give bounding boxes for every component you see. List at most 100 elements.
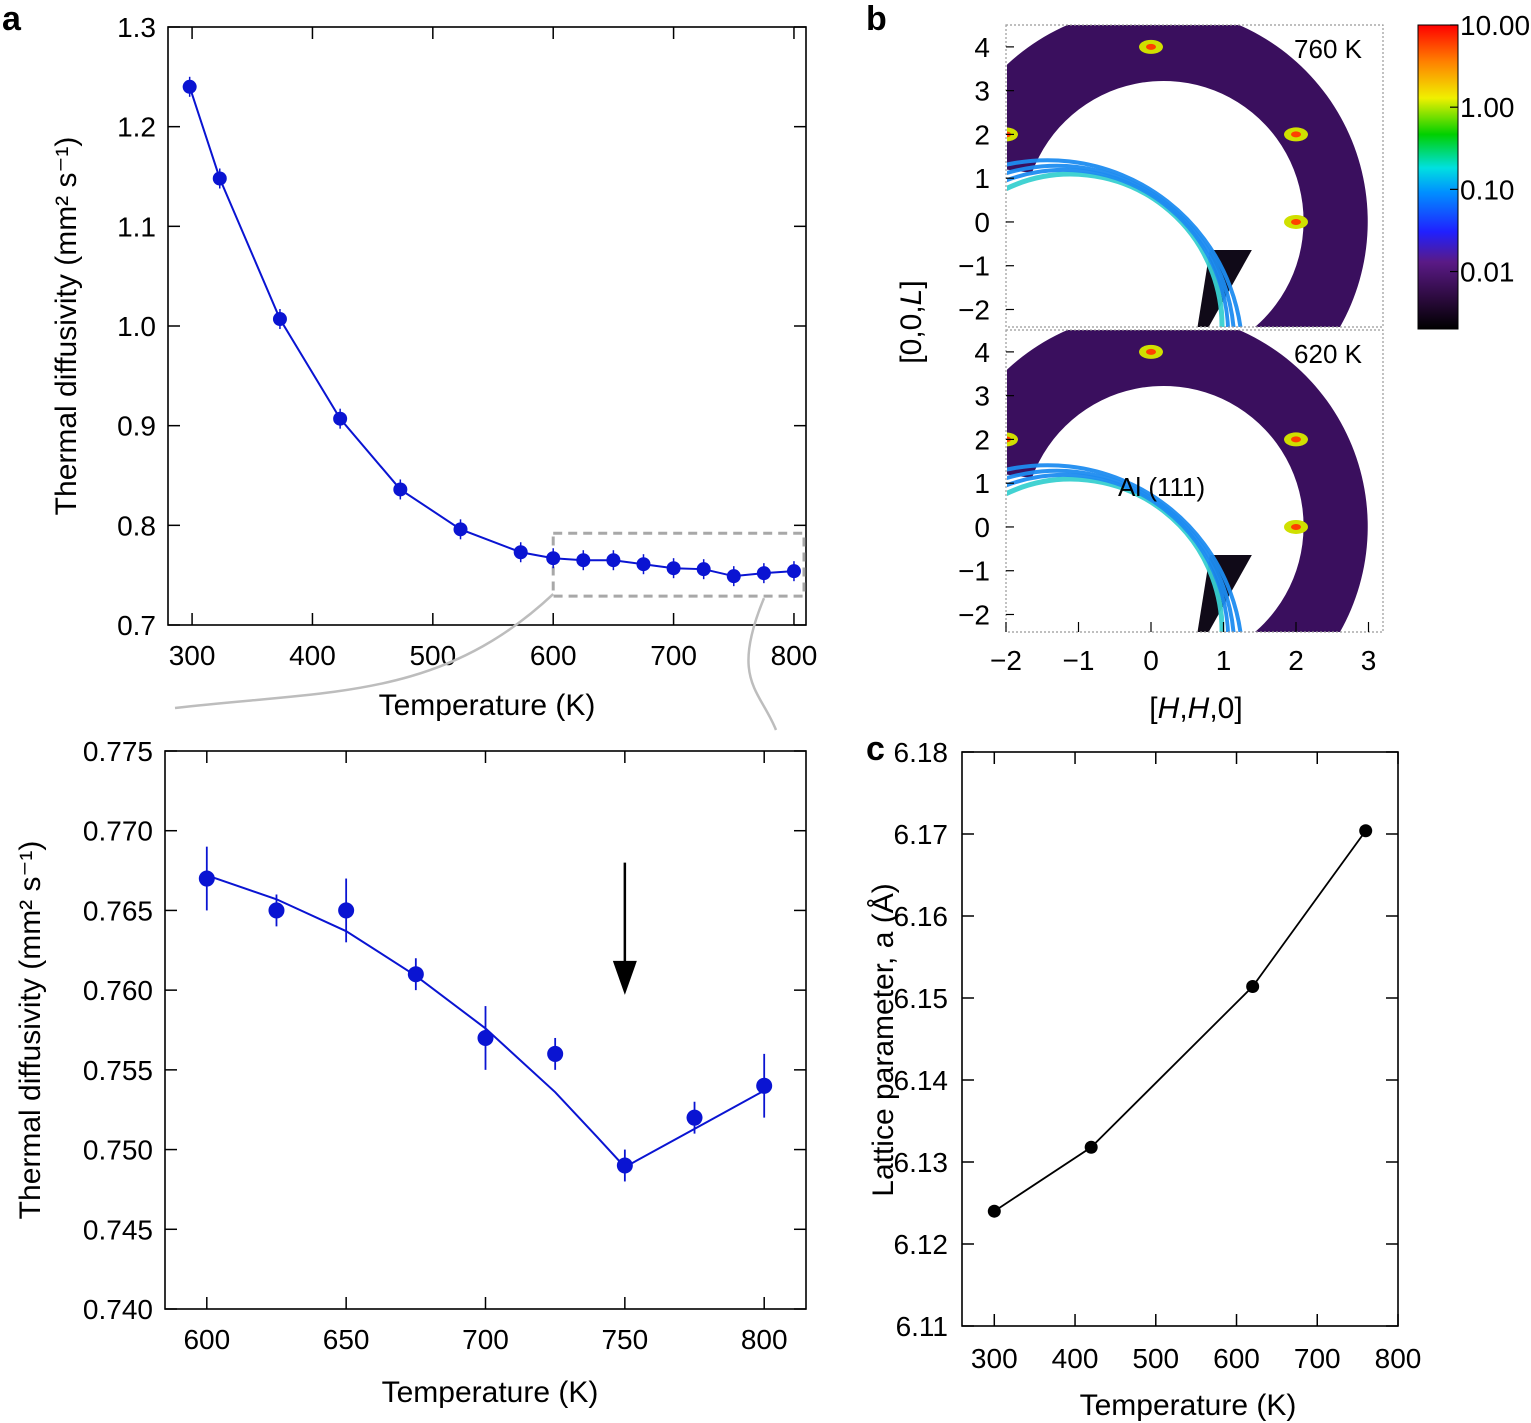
transition-arrow-head [612,960,637,995]
detector-coverage [1007,25,1368,327]
x-axis-label: Temperature (K) [1080,1389,1297,1422]
x-tick-label: 800 [771,640,818,671]
zoom-box [551,531,806,598]
data-point [268,902,285,919]
y-axis-label: [0,0,L] [895,280,928,363]
data-point [272,312,287,327]
panel-letter-a: a [2,0,22,38]
x-tick-label: 400 [1052,1343,1099,1374]
chart-a-top: 300 400 500 600 700 8000.70.80.91.01.11.21.3 … [50,12,818,731]
data-point [616,1157,633,1174]
y-tick-label: 1.3 [117,12,156,43]
y-tick-label: 6.13 [894,1147,949,1178]
data-point [547,1045,564,1062]
colorbar-tick-label: 0.10 [1460,174,1515,205]
y-tick-label: 2 [974,119,990,150]
x-tick-label: −1 [1063,645,1095,676]
y-tick-label: 0.775 [83,736,153,767]
data-point [606,553,621,568]
y-tick-label: 1.1 [117,211,156,242]
detector-coverage [1007,330,1368,632]
y-tick-label: 0 [974,512,990,543]
y-tick-label: 0.740 [83,1294,153,1325]
bragg-peak-core [1291,131,1301,138]
chart-c: 300 400 500 600 700 800 6.11 6.12 6.13 6.14 6.15 6.… [867,737,1421,1422]
data-point [407,966,424,983]
y-tick-label: −1 [958,251,990,282]
x-tick-label: 500 [1132,1343,1179,1374]
map-frame-bottom [1005,329,1384,633]
x-tick-label: 700 [462,1324,509,1355]
x-tick-label: 0 [1143,645,1159,676]
colorbar [1417,24,1459,330]
panel-letter-b: b [866,0,887,38]
x-tick-label: 600 [183,1324,230,1355]
powder-ring [1007,163,1236,327]
y-tick-label: 4 [974,337,990,368]
x-axis-label: Temperature (K) [379,689,596,722]
data-point [576,553,591,568]
data-point [696,562,711,577]
y-tick-label: 4 [974,32,990,63]
data-point [198,870,215,887]
y-tick-label: 0 [974,207,990,238]
y-tick-label: 3 [974,76,990,107]
x-tick-label: −2 [990,645,1022,676]
map-frame-top [1005,24,1384,328]
data-point [1084,1140,1098,1154]
al-111-annotation: Al (111) [1118,472,1205,502]
data-point [338,902,355,919]
data-point [666,561,681,576]
y-tick-label: 6.17 [894,819,949,850]
y-tick-label: 6.11 [896,1311,948,1342]
bragg-peak-core [1146,348,1156,355]
x-axis-label: Temperature (K) [382,1376,599,1409]
plot-frame [961,751,1399,1327]
y-tick-label: 0.755 [83,1055,153,1086]
x-tick-label: 800 [1375,1343,1422,1374]
zoom-connector-left [174,593,555,710]
x-tick-label: 300 [971,1343,1018,1374]
x-tick-label: 650 [323,1324,370,1355]
y-tick-label: 6.18 [894,737,949,768]
series-line [188,86,795,578]
data-point [987,1204,1001,1218]
y-tick-label: 6.12 [894,1229,949,1260]
fit-curve [206,874,765,1169]
y-axis-label: Thermal diffusivity (mm² s⁻¹) [14,841,47,1220]
temperature-label-760: 760 K [1294,34,1363,64]
x-tick-label: 2 [1288,645,1304,676]
data-point [546,551,561,566]
data-point [786,564,801,579]
al-111-arrow-head [1252,470,1266,481]
data-point [726,569,741,584]
chart-a-bottom: 600 650 700 750 800 0.740 0.745 0.750 0.755 0.760… [14,736,807,1409]
data-point [636,557,651,572]
y-tick-label: 6.14 [894,1065,949,1096]
x-tick-label: 700 [650,640,697,671]
y-tick-label: 1 [974,163,990,194]
x-tick-label: 800 [741,1324,788,1355]
chart-b: −2 −1 0 1 2 3 −2 −1 0 1 2 3 4 −2 −1 0 1 2 3 4 760 K 620 K A… [895,10,1530,725]
data-point [453,522,468,537]
y-tick-label: 0.7 [117,610,156,641]
y-tick-label: −2 [958,599,990,630]
x-tick-label: 1 [1216,645,1232,676]
bragg-peak-core [1291,218,1301,225]
y-tick-label: 0.770 [83,816,153,847]
y-axis-label: Lattice parameter, a (Å) [867,883,900,1196]
data-point [756,1077,773,1094]
y-tick-label: −1 [958,556,990,587]
panel-letter-c: c [866,730,885,768]
x-tick-label: 600 [530,640,577,671]
data-point [1359,824,1373,838]
data-point [686,1109,703,1126]
colorbar-tick-label: 1.00 [1460,92,1515,123]
x-tick-label: 500 [409,640,456,671]
data-point [513,545,528,560]
y-tick-label: 1.0 [117,311,156,342]
x-tick-label: 400 [289,640,336,671]
x-tick-label: 3 [1361,645,1377,676]
powder-ring [1007,463,1243,632]
